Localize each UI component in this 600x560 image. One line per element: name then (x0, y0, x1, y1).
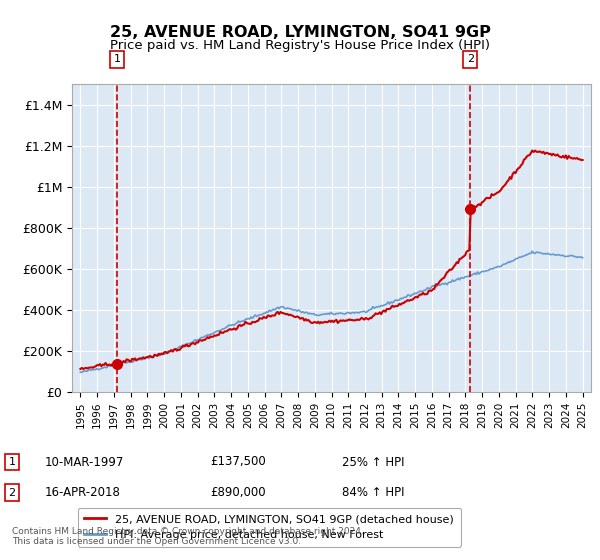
Legend: 25, AVENUE ROAD, LYMINGTON, SO41 9GP (detached house), HPI: Average price, detac: 25, AVENUE ROAD, LYMINGTON, SO41 9GP (de… (77, 508, 461, 547)
Text: 25% ↑ HPI: 25% ↑ HPI (342, 455, 404, 469)
Text: 84% ↑ HPI: 84% ↑ HPI (342, 486, 404, 500)
Text: 1: 1 (8, 457, 16, 467)
Text: 1: 1 (113, 54, 121, 64)
Text: 2: 2 (467, 54, 474, 64)
Text: Price paid vs. HM Land Registry's House Price Index (HPI): Price paid vs. HM Land Registry's House … (110, 39, 490, 52)
Text: Contains HM Land Registry data © Crown copyright and database right 2024.
This d: Contains HM Land Registry data © Crown c… (12, 526, 364, 546)
Text: 16-APR-2018: 16-APR-2018 (45, 486, 121, 500)
Text: 10-MAR-1997: 10-MAR-1997 (45, 455, 124, 469)
Text: 2: 2 (8, 488, 16, 498)
Text: £890,000: £890,000 (210, 486, 266, 500)
Text: 25, AVENUE ROAD, LYMINGTON, SO41 9GP: 25, AVENUE ROAD, LYMINGTON, SO41 9GP (110, 25, 490, 40)
Text: £137,500: £137,500 (210, 455, 266, 469)
